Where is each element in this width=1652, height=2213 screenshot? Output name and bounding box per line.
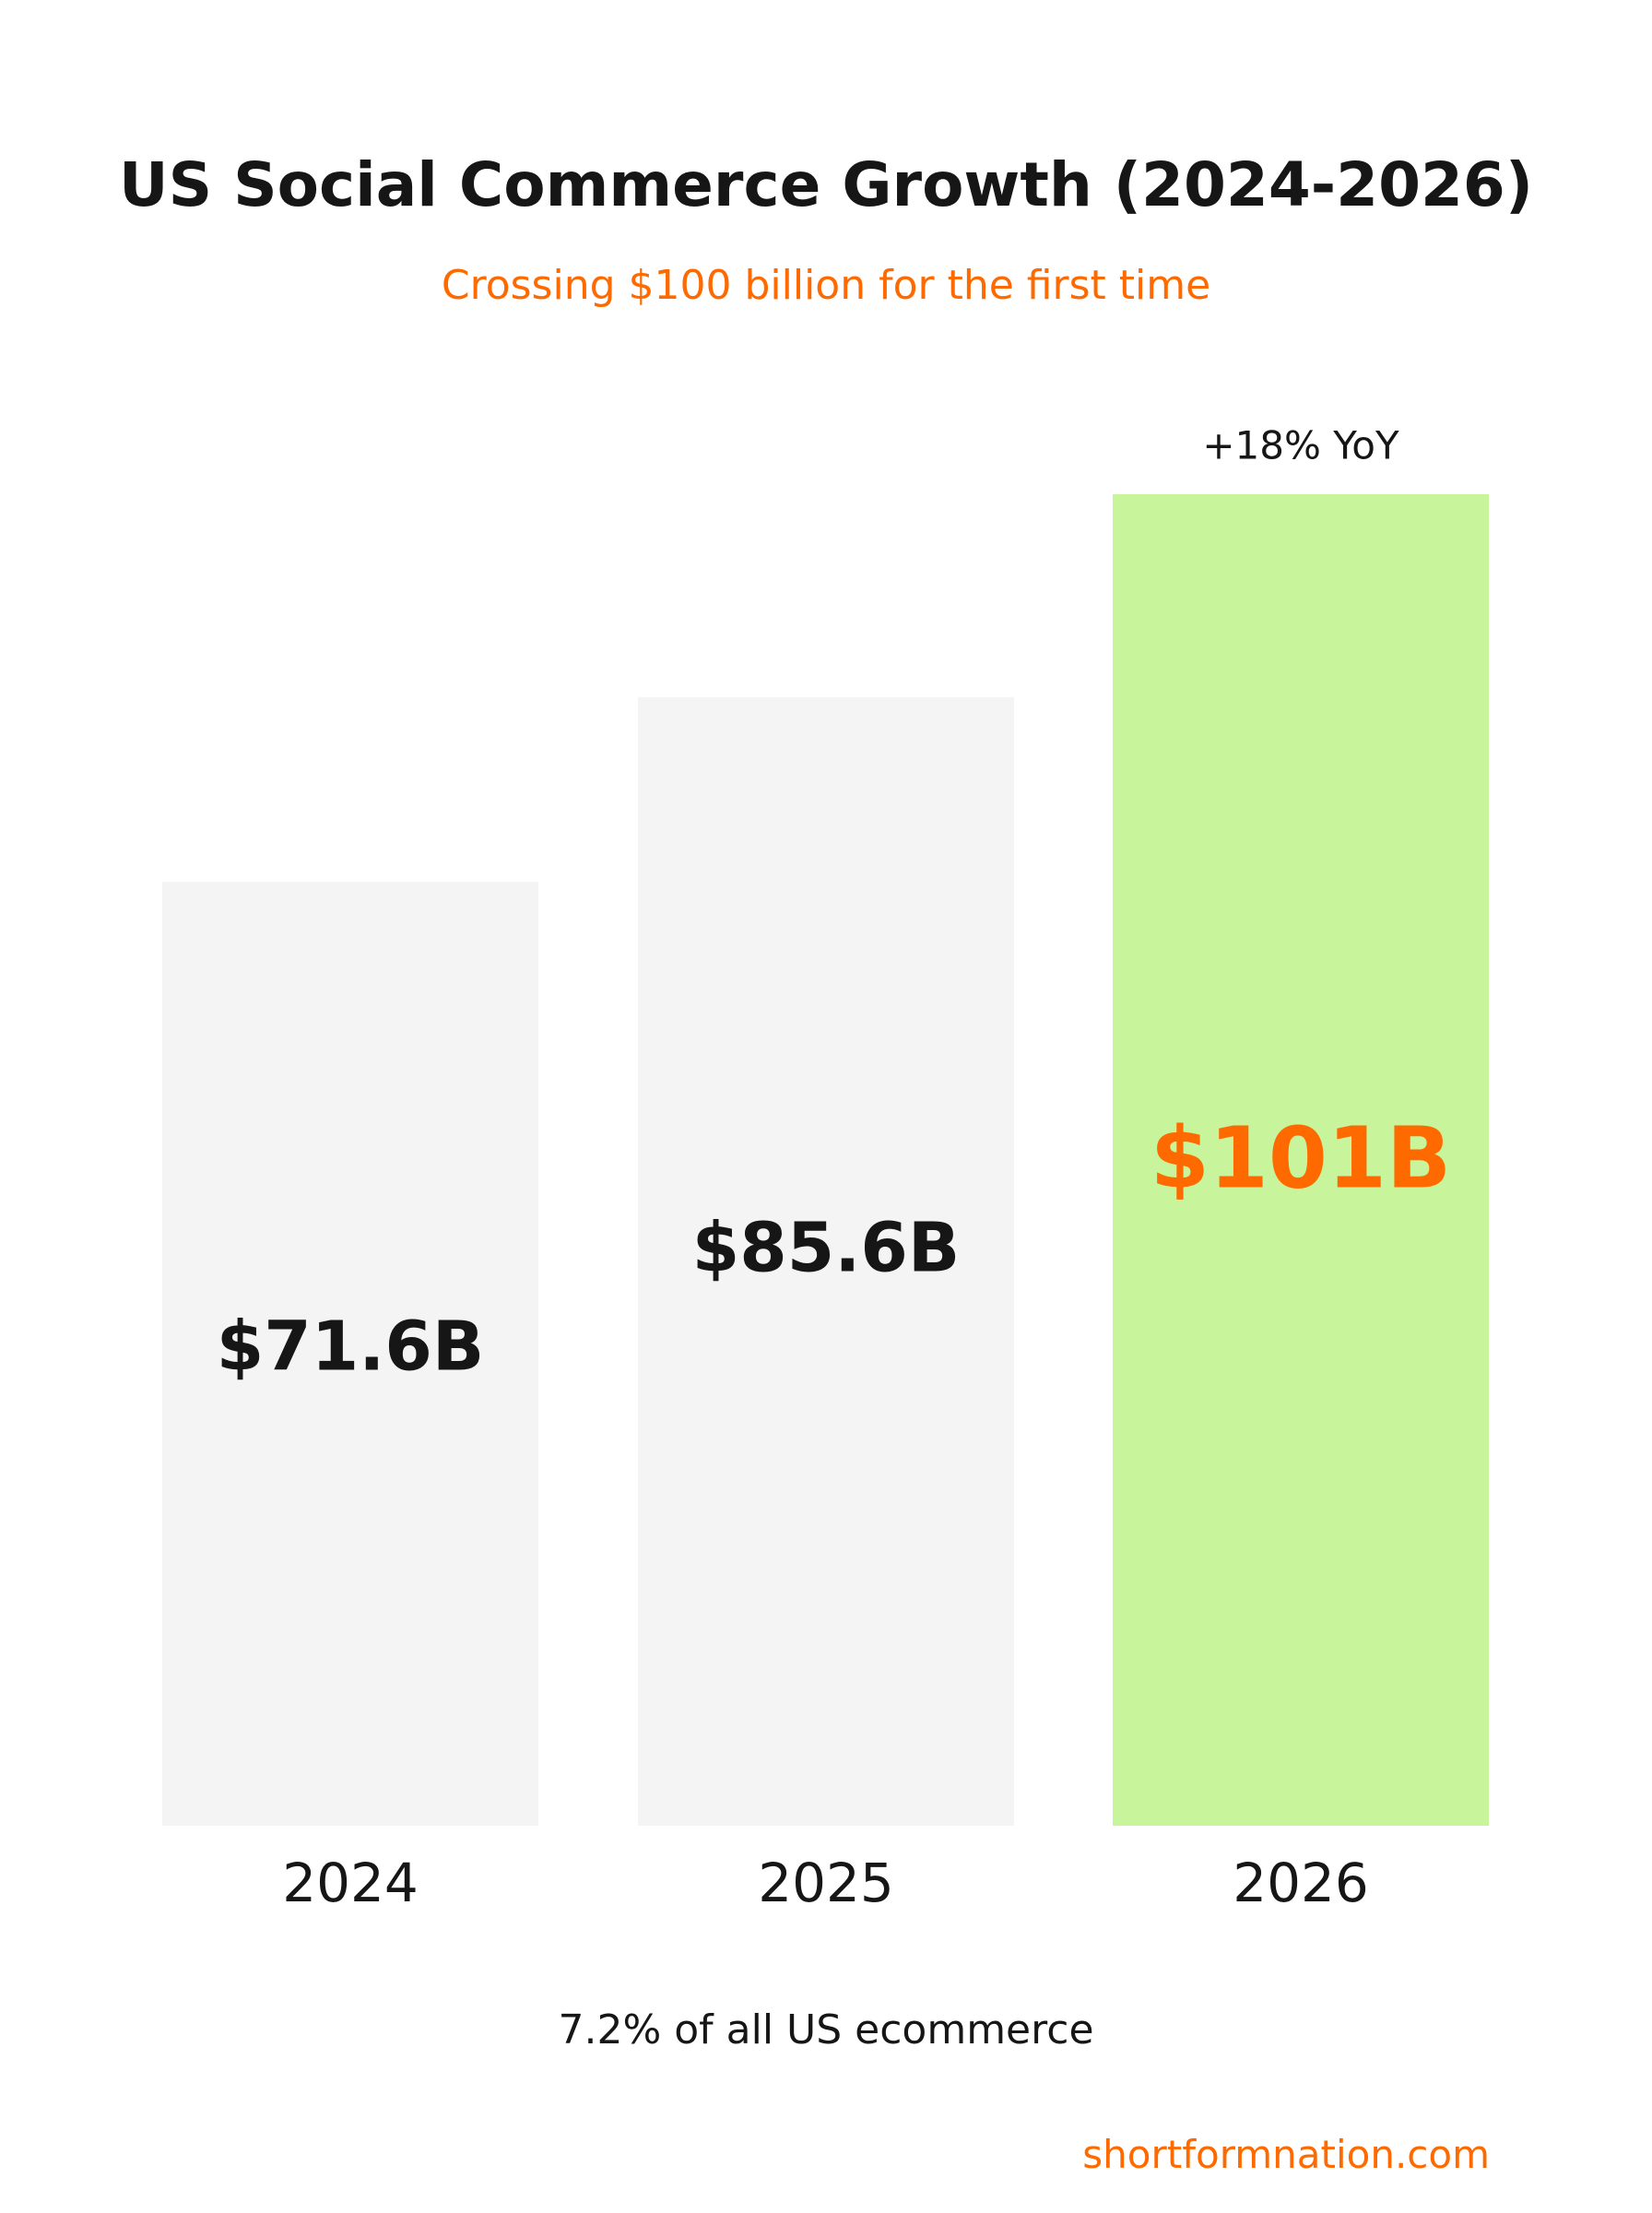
bar-2026 bbox=[1113, 494, 1489, 1826]
value-label-2025: $85.6B bbox=[692, 1209, 960, 1288]
bar-2025 bbox=[638, 697, 1014, 1826]
tick-label-2025: 2025 bbox=[758, 1852, 894, 1914]
value-label-2024: $71.6B bbox=[217, 1308, 484, 1387]
tick-label-2024: 2024 bbox=[282, 1852, 419, 1914]
chart-subtitle: Crossing $100 billion for the first time bbox=[441, 262, 1211, 309]
value-label-2026: $101B bbox=[1150, 1108, 1451, 1207]
footnote: 7.2% of all US ecommerce bbox=[558, 2006, 1094, 2053]
annotation-2026: +18% YoY bbox=[1202, 423, 1399, 468]
chart-title: US Social Commerce Growth (2024-2026) bbox=[118, 149, 1534, 220]
tick-label-2026: 2026 bbox=[1233, 1852, 1369, 1914]
source-link[interactable]: shortformnation.com bbox=[1082, 2132, 1490, 2177]
bar-2024 bbox=[162, 882, 538, 1826]
